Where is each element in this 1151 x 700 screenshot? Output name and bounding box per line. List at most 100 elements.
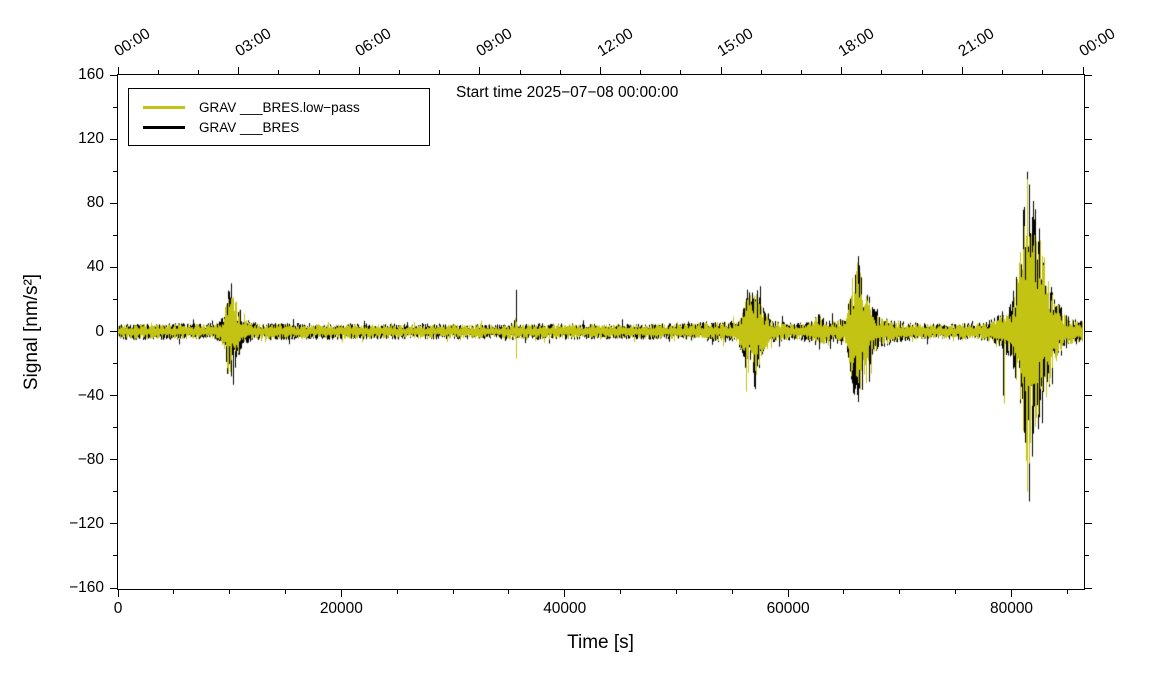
x-minor-tick [955,589,957,594]
y-tick-label: −160 [69,579,104,596]
y-tick-label: 120 [78,130,104,148]
y-minor-tick-right [1084,298,1089,300]
plot-frame [116,73,1085,590]
top-tick-label: 18:00 [835,25,878,61]
top-tick [238,66,240,74]
x-tick-label: 60000 [766,600,810,617]
y-tick-right [1084,331,1092,332]
y-tick-label: −120 [69,514,104,532]
y-minor-tick [112,106,117,108]
y-tick-label: 40 [86,258,104,276]
y-minor-tick [112,427,117,429]
top-tick-label: 00:00 [111,25,154,61]
top-tick [720,66,722,74]
top-minor-tick [157,69,159,74]
y-minor-tick [112,555,117,557]
start-time-annotation: Start time 2025−07−08 00:00:00 [456,84,679,101]
y-tick-right [1084,395,1092,397]
y-tick-right [1084,523,1092,525]
top-tick [961,66,963,74]
legend-label-raw: GRAV ___BRES [199,119,300,135]
y-tick-right [1084,459,1092,461]
y-tick-label: −40 [77,386,104,404]
top-minor-tick [1042,69,1044,74]
top-tick-label: 21:00 [955,25,998,61]
top-minor-tick [760,69,762,74]
x-minor-tick [620,589,622,594]
top-minor-tick [881,69,883,74]
y-tick [109,138,117,140]
top-tick-label: 09:00 [473,25,516,61]
x-minor-tick [396,589,398,594]
x-axis-title: Time [s] [567,632,634,653]
top-minor-tick [801,69,803,74]
y-tick [109,459,117,461]
y-minor-tick-right [1084,363,1089,365]
y-minor-tick-right [1084,170,1089,172]
top-minor-tick [197,69,199,74]
y-tick [109,587,117,589]
y-minor-tick-right [1084,234,1089,236]
y-tick-label: 160 [78,66,104,83]
x-tick [787,589,789,597]
y-minor-tick [112,234,117,236]
y-tick-right [1084,202,1092,204]
x-minor-tick [1066,589,1068,594]
top-minor-tick [1002,69,1004,74]
top-minor-tick [680,69,682,74]
top-minor-tick [398,69,400,74]
top-tick [841,66,843,74]
top-tick [600,66,601,74]
legend-item-raw: GRAV ___BRES [143,120,415,135]
y-minor-tick-right [1084,106,1089,108]
x-tick-label: 20000 [319,600,363,617]
top-tick-label: 06:00 [352,25,395,61]
top-minor-tick [921,69,923,74]
x-tick [564,589,566,597]
x-minor-tick [173,589,175,594]
y-minor-tick-right [1084,555,1089,557]
x-minor-tick [843,589,845,594]
x-minor-tick [229,589,231,594]
y-tick [109,331,117,332]
x-minor-tick [675,589,677,594]
top-tick [117,66,119,74]
top-tick-label: 03:00 [232,25,274,61]
top-tick-label: 12:00 [593,25,636,61]
y-minor-tick [112,298,117,300]
legend-line-lowpass-icon [143,105,185,109]
y-tick [109,266,117,268]
top-minor-tick [318,69,320,74]
y-tick [109,74,117,76]
legend-label-lowpass: GRAV ___BRES.low−pass [199,99,360,115]
top-tick [479,66,481,74]
x-tick-label: 0 [113,600,123,617]
y-axis-title: Signal [nm/s²] [21,273,42,390]
y-minor-tick [112,363,117,365]
x-minor-tick [508,589,510,594]
top-minor-tick [519,69,521,74]
x-tick [1011,589,1013,597]
top-tick [358,66,360,74]
y-minor-tick [112,491,117,493]
x-tick-label: 40000 [543,600,587,617]
y-tick [109,523,117,525]
x-tick [340,589,342,597]
top-minor-tick [439,69,441,74]
top-minor-tick [640,69,642,74]
legend-line-raw-icon [143,125,185,129]
top-tick-label: 15:00 [714,25,757,61]
x-tick [117,589,119,597]
x-minor-tick [285,589,287,594]
y-tick [109,202,117,204]
legend-item-lowpass: GRAV ___BRES.low−pass [143,100,415,115]
y-tick-right [1084,587,1092,589]
y-minor-tick [112,170,117,172]
top-tick [1082,66,1084,74]
legend: GRAV ___BRES.low−pass GRAV ___BRES [128,88,430,146]
y-tick-label: −80 [77,450,104,468]
y-tick-label: 80 [86,194,104,212]
y-tick-right [1084,74,1092,76]
top-minor-tick [278,69,280,74]
